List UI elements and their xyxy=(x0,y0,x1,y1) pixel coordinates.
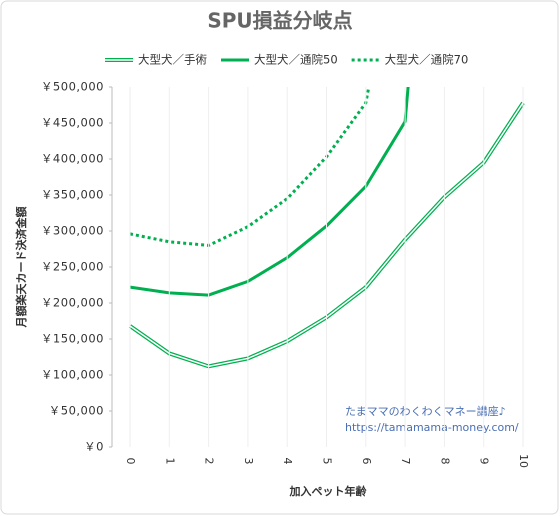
x-tick-label: 2 xyxy=(203,458,216,465)
y-tick-label: ￥200,000 xyxy=(41,296,104,310)
x-tick-label: 1 xyxy=(163,458,176,465)
x-tick-label: 10 xyxy=(517,454,530,468)
line xyxy=(129,87,371,247)
y-tick-label: ￥450,000 xyxy=(41,116,104,130)
legend-label: 大型犬／手術 xyxy=(138,53,207,67)
y-tick-label: ￥0 xyxy=(84,440,104,454)
x-tick-label: 0 xyxy=(124,458,137,465)
y-tick-label: ￥250,000 xyxy=(41,260,104,274)
annotation: たまママのわくわくマネー講座♪ xyxy=(345,404,506,418)
x-tick-label: 7 xyxy=(399,458,412,465)
x-tick-label: 4 xyxy=(281,458,294,465)
chart-title: SPU損益分岐点 xyxy=(207,9,352,33)
x-tick-label: 5 xyxy=(321,458,334,465)
x-tick-label: 6 xyxy=(360,458,373,465)
legend: 大型犬／手術 大型犬／通院50 大型犬／通院70 xyxy=(105,53,468,67)
x-tick-label: 8 xyxy=(438,458,451,465)
legend-label: 大型犬／通院50 xyxy=(254,53,338,67)
annotation: https://tamamama-money.com/ xyxy=(345,421,519,434)
y-tick-label: ￥350,000 xyxy=(41,188,104,202)
y-tick-label: ￥100,000 xyxy=(41,368,104,382)
x-tick-label: 9 xyxy=(478,458,491,465)
y-tick-label: ￥150,000 xyxy=(41,332,104,346)
y-tick-label: ￥400,000 xyxy=(41,152,104,166)
y-tick-label: ￥500,000 xyxy=(41,80,104,94)
y-tick-label: ￥300,000 xyxy=(41,224,104,238)
legend-label: 大型犬／通院70 xyxy=(385,53,469,67)
x-axis-title: 加入ペット年齢 xyxy=(289,484,368,498)
y-tick-label: ￥50,000 xyxy=(49,404,104,418)
y-axis-title: 月額楽天カード決済金額 xyxy=(14,207,28,329)
x-tick-label: 3 xyxy=(242,458,255,465)
